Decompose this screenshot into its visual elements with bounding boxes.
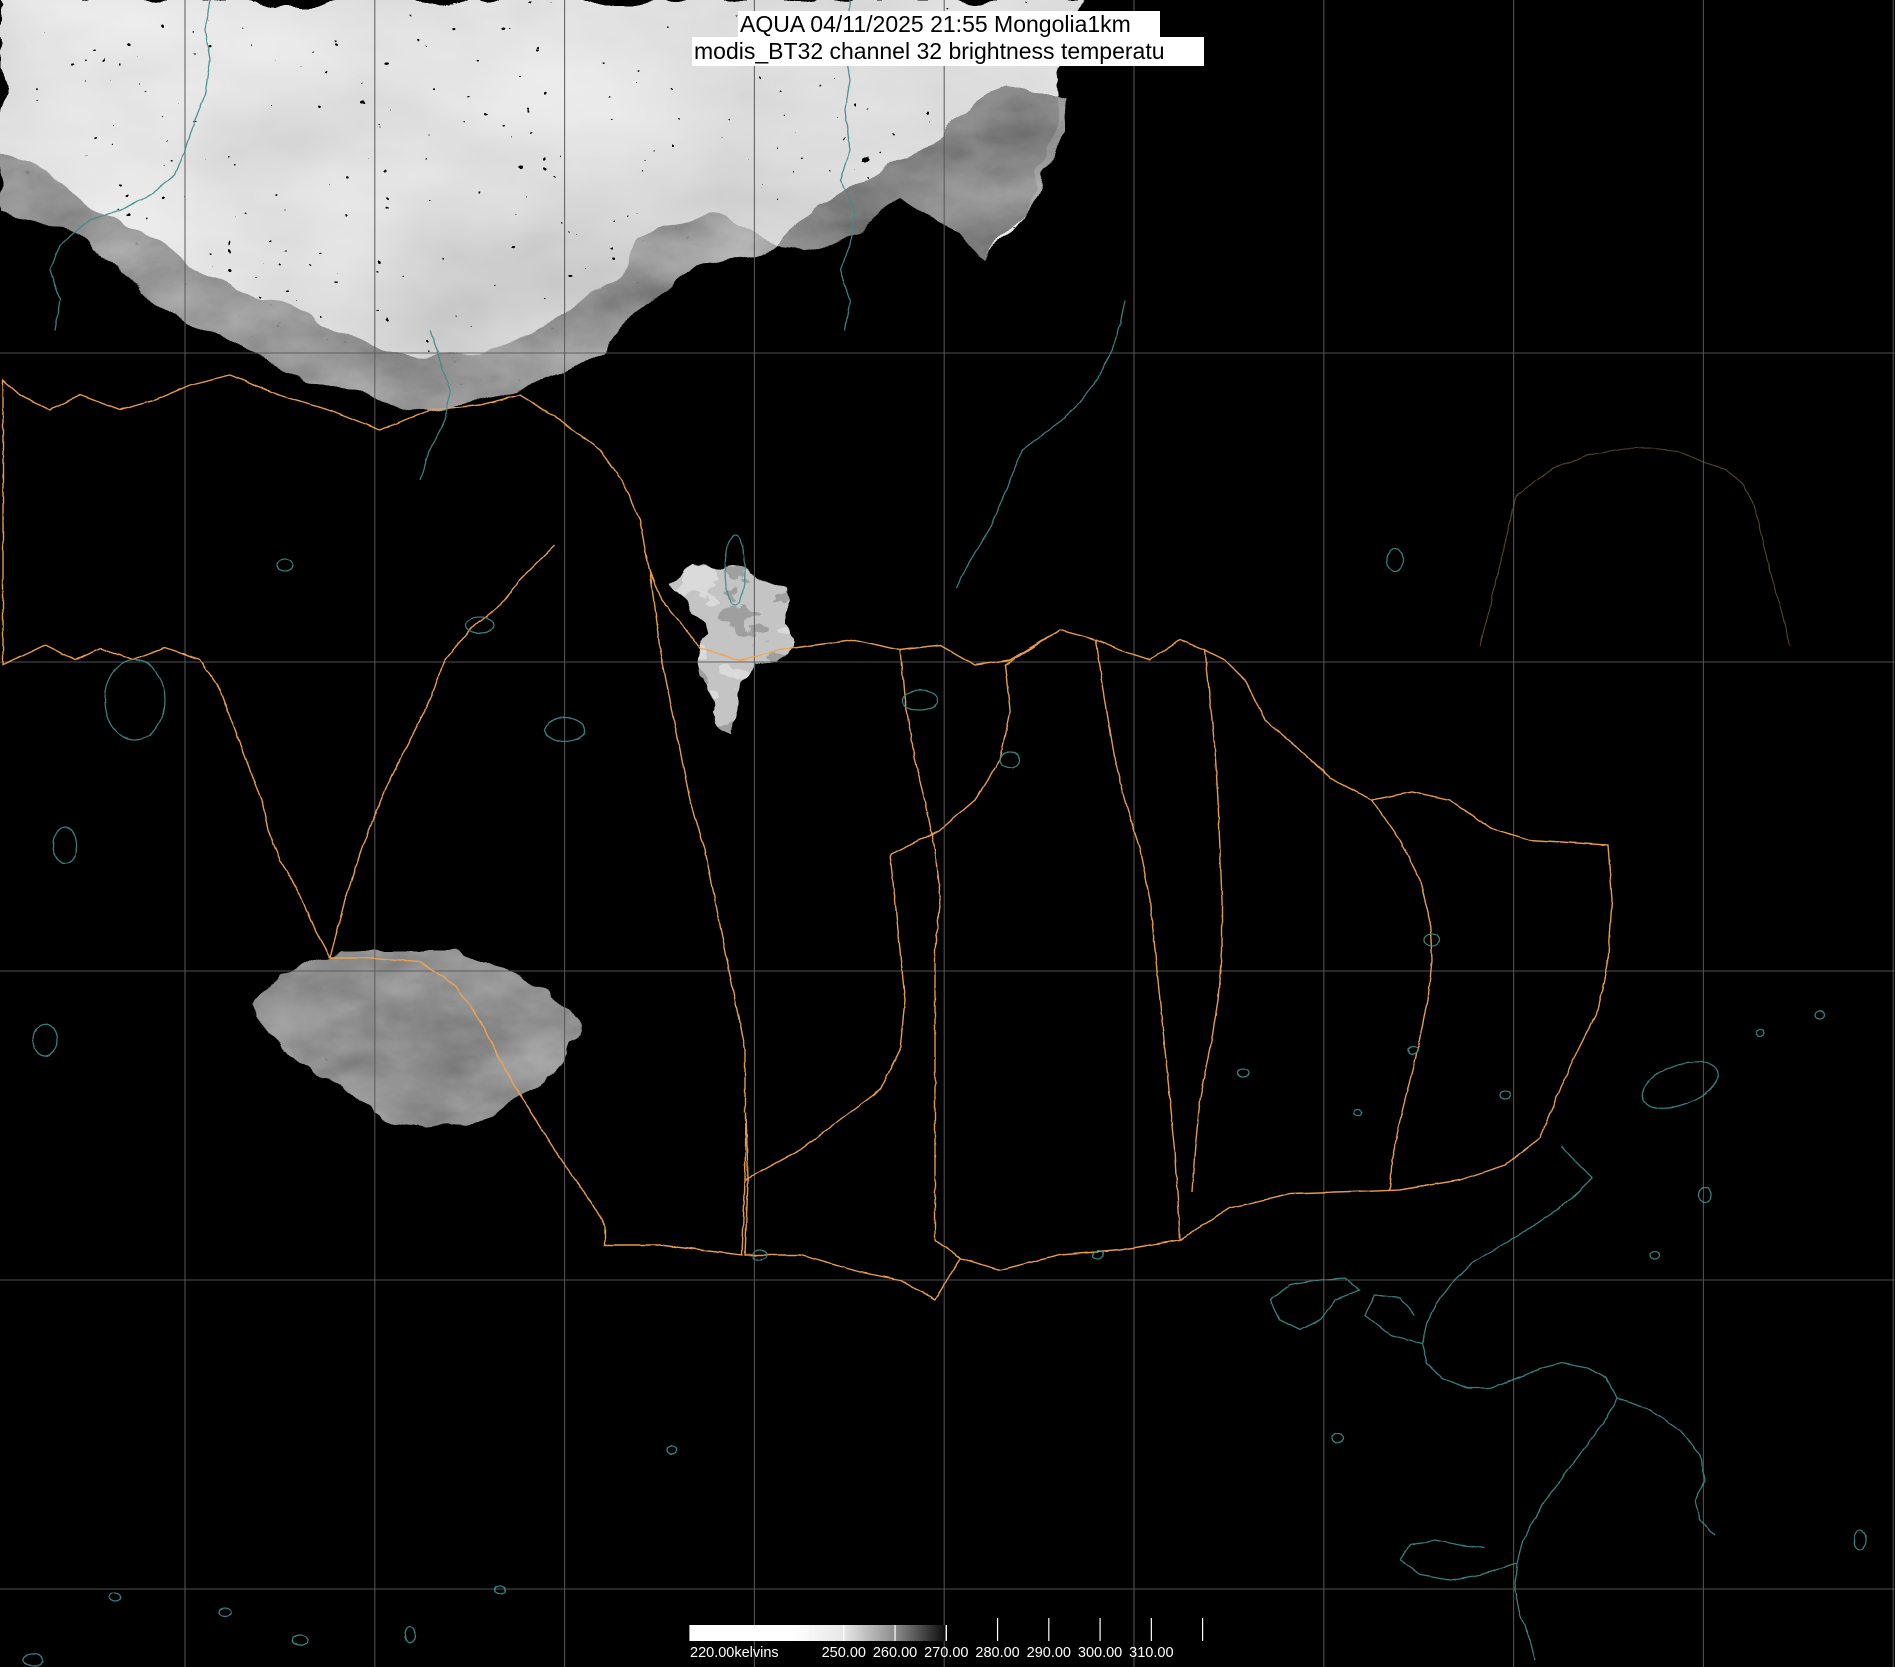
svg-text:280.00: 280.00 xyxy=(975,1645,1019,1661)
svg-text:310.00: 310.00 xyxy=(1129,1645,1173,1661)
svg-text:260.00: 260.00 xyxy=(873,1645,917,1661)
svg-text:250.00: 250.00 xyxy=(822,1645,866,1661)
svg-text:300.00: 300.00 xyxy=(1078,1645,1122,1661)
svg-text:220.00kelvins: 220.00kelvins xyxy=(690,1645,779,1661)
svg-text:290.00: 290.00 xyxy=(1027,1645,1071,1661)
svg-text:270.00: 270.00 xyxy=(924,1645,968,1661)
